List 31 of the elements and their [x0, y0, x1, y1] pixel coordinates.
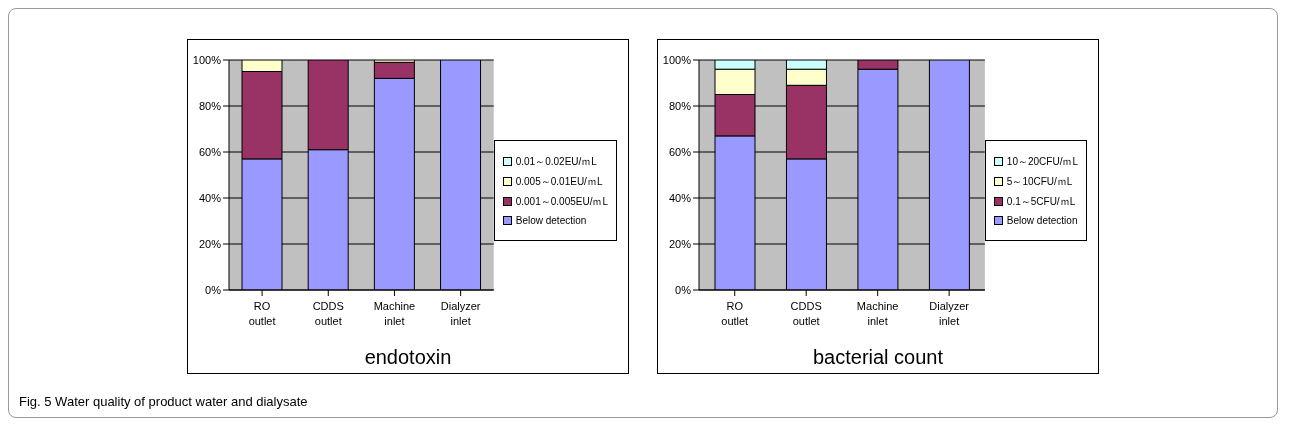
legend-label: 0.005～0.01EU/ｍL	[515, 174, 603, 189]
caption: Fig. 5 Water quality of product water and dialysate	[19, 394, 308, 409]
y-tick-label: 0%	[675, 283, 692, 296]
y-tick-label: 60%	[668, 145, 692, 158]
x-tick-label: CDDS outlet	[790, 300, 822, 327]
y-tick-label: 100%	[662, 53, 692, 66]
x-tick-label: Machine inlet	[856, 300, 899, 327]
x-tick-label: Dialyzer inlet	[929, 300, 970, 327]
x-tick-label: Machine inlet	[373, 300, 416, 327]
legend-label: Below detection	[515, 214, 587, 226]
legend-label: 0.001～0.005EU/ｍL	[515, 194, 608, 209]
y-tick-label: 80%	[668, 99, 692, 112]
legend-label: 5～10CFU/ｍL	[1006, 174, 1073, 189]
x-tick-label: Dialyzer inlet	[440, 300, 481, 327]
legend-label: 0.1～5CFU/ｍL	[1006, 194, 1076, 209]
y-tick-label: 80%	[198, 99, 222, 112]
legend-label: Below detection	[1006, 214, 1078, 226]
y-tick-label: 100%	[192, 53, 222, 66]
x-tick-label: CDDS outlet	[312, 300, 344, 327]
x-tick-label: RO outlet	[248, 300, 276, 327]
y-tick-label: 40%	[668, 191, 692, 204]
legend-label: 0.01～0.02EU/ｍL	[515, 154, 597, 169]
y-tick-label: 20%	[198, 237, 222, 250]
y-tick-label: 40%	[198, 191, 222, 204]
text: endotoxin	[364, 346, 452, 369]
legend-label: 10～20CFU/ｍL	[1006, 154, 1078, 169]
y-tick-label: 60%	[198, 145, 222, 158]
text: bacterial count	[812, 346, 944, 369]
x-tick-label: RO outlet	[721, 300, 749, 327]
y-tick-label: 20%	[668, 237, 692, 250]
y-tick-label: 0%	[205, 283, 222, 296]
